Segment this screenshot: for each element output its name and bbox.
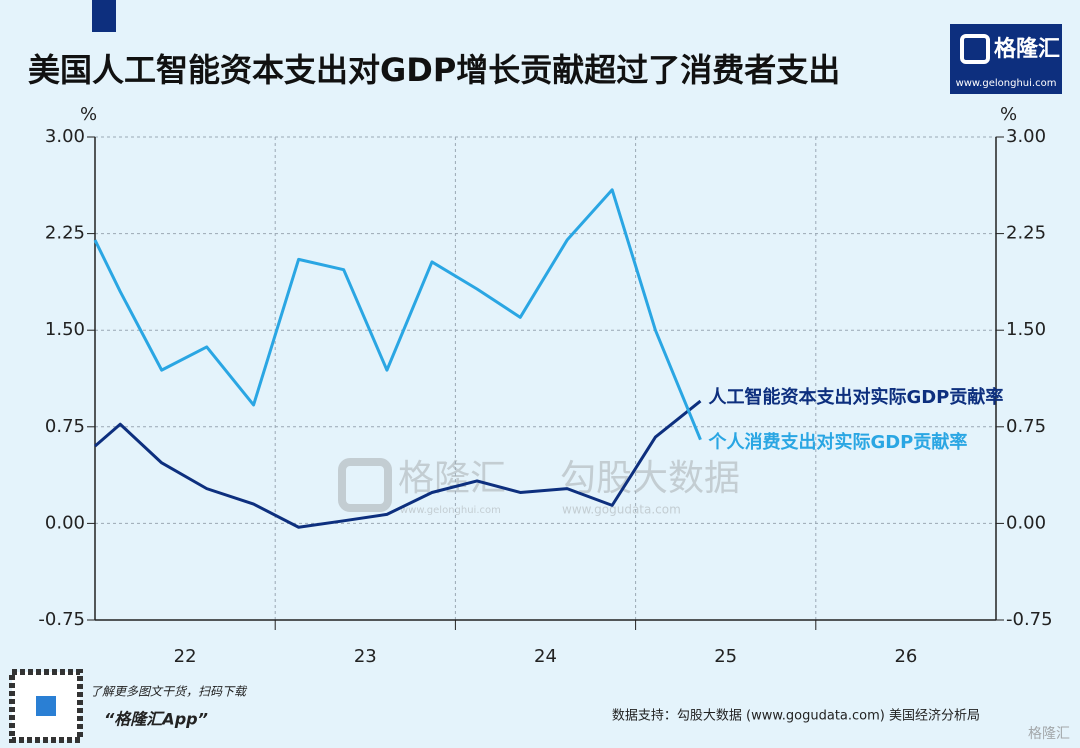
y-unit: %	[80, 104, 97, 125]
logo-url: www.gelonghui.com	[956, 78, 1057, 89]
corner-logo: 格隆汇	[1028, 726, 1070, 742]
y2-tick-label: 0.00	[1006, 512, 1046, 533]
x-tick-label: 26	[894, 646, 917, 667]
y2-tick-label: 1.50	[1006, 319, 1046, 340]
chart-title: 美国人工智能资本支出对GDP增长贡献超过了消费者支出	[28, 51, 840, 89]
y-tick-label: 3.00	[45, 126, 85, 147]
y2-tick-label: 2.25	[1006, 223, 1046, 244]
watermark-text: www.gogudata.com	[562, 503, 681, 517]
series-line	[94, 399, 702, 529]
logo-icon	[960, 34, 990, 64]
corner-block	[92, 0, 116, 32]
watermark-text: 勾股大数据	[560, 458, 740, 499]
series-line	[93, 188, 702, 441]
watermark: 格隆汇 www.gelonghui.com 勾股大数据 www.gogudata…	[338, 458, 740, 517]
x-tick-label: 25	[714, 646, 737, 667]
y-tick-label: 2.25	[45, 223, 85, 244]
footer-app: “格隆汇App”	[104, 710, 208, 729]
footer-source: 数据支持：勾股大数据 (www.gogudata.com) 美国经济分析局	[612, 709, 980, 724]
logo: 格隆汇 www.gelonghui.com	[950, 24, 1062, 94]
y2-tick-label: 3.00	[1006, 126, 1046, 147]
y2-tick-label: -0.75	[1006, 609, 1053, 630]
y-tick-label: 1.50	[45, 319, 85, 340]
y-tick-label: 0.75	[45, 416, 85, 437]
footer: 了解更多图文干货，扫码下载 “格隆汇App” 数据支持：勾股大数据 (www.g…	[9, 669, 1070, 743]
y-tick-label: 0.00	[45, 512, 85, 533]
y2-unit: %	[1000, 104, 1017, 125]
legend-label: 人工智能资本支出对实际GDP贡献率	[708, 386, 1003, 408]
watermark-icon	[338, 458, 392, 512]
x-tick-label: 24	[534, 646, 557, 667]
qr-logo	[36, 696, 56, 716]
y-tick-label: -0.75	[38, 609, 85, 630]
watermark-text: www.gelonghui.com	[400, 505, 501, 516]
logo-name: 格隆汇	[994, 36, 1060, 62]
x-tick-label: 22	[174, 646, 197, 667]
watermark-text: 格隆汇	[398, 458, 506, 499]
legend-label: 个人消费支出对实际GDP贡献率	[707, 431, 967, 453]
x-tick-label: 23	[354, 646, 377, 667]
y2-tick-label: 0.75	[1006, 416, 1046, 437]
footer-hint: 了解更多图文干货，扫码下载	[90, 685, 248, 699]
